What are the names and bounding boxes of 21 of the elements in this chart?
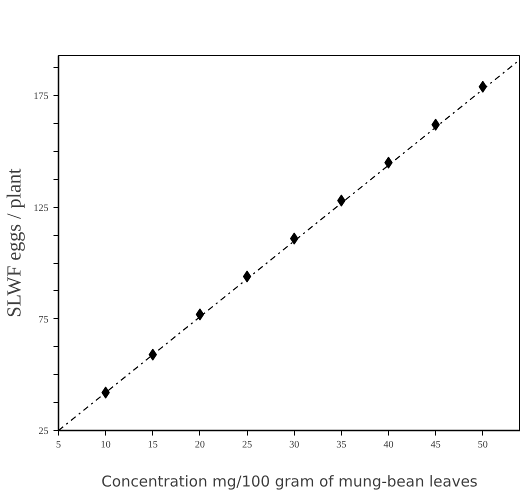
x-tick-label: 35 [336, 440, 346, 450]
x-tick-label: 45 [430, 440, 441, 450]
x-tick-label: 15 [148, 440, 158, 450]
x-tick-label: 25 [242, 440, 252, 450]
point [337, 194, 346, 207]
x-tick-label: 10 [100, 440, 111, 450]
y-axis-title: SLWF eggs / plant [4, 168, 26, 318]
x-axis-title: Concentration mg/100 gram of mung-bean leaves [101, 472, 478, 490]
x-tick-label: 50 [478, 440, 488, 450]
point [384, 156, 393, 169]
x-tick-label: 20 [194, 440, 205, 450]
x-tick-label: 5 [56, 440, 61, 450]
y-tick-label: 25 [38, 426, 48, 437]
y-tick-label: 75 [38, 314, 48, 326]
point [196, 308, 204, 320]
y-tick-label: 175 [34, 91, 48, 102]
y-tick-label: 125 [34, 202, 48, 214]
point [431, 118, 440, 131]
point [101, 386, 110, 399]
x-tick-label: 30 [289, 440, 300, 450]
x-tick-label: 40 [384, 440, 394, 450]
